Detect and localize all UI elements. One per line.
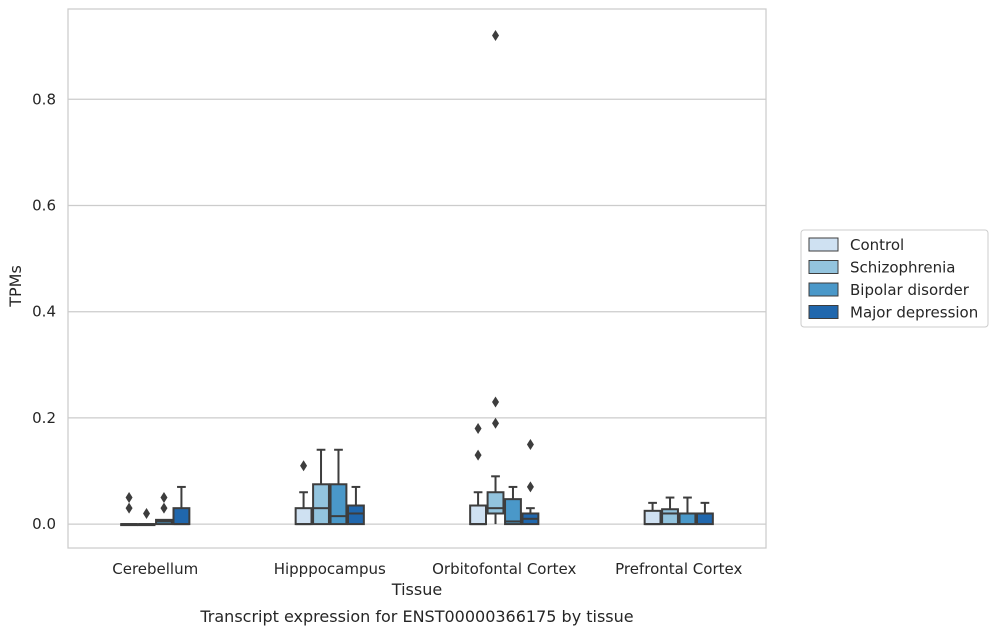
box-major-depression (521, 438, 540, 526)
legend-swatch (808, 305, 839, 319)
legend-entry: Schizophrenia (850, 259, 955, 277)
legend-swatch (808, 260, 839, 274)
x-tick-labels: Cerebellum Hipppocampus Orbitofontal Corte… (112, 560, 742, 578)
x-tick-label: Hipppocampus (274, 560, 386, 578)
outlier-point (300, 460, 308, 472)
y-tick-label: 0.8 (32, 90, 56, 108)
plot-frame (67, 8, 767, 549)
box-major-depression (696, 501, 714, 526)
outlier-point (143, 507, 151, 519)
box-schizophrenia (661, 496, 679, 526)
outlier-point (492, 396, 500, 408)
legend-entry: Major depression (850, 304, 978, 322)
box-major-depression (347, 485, 365, 526)
outlier-point (492, 417, 500, 429)
box-control (469, 423, 487, 526)
box-iqr (347, 504, 365, 526)
box-bipolar-disorder (678, 496, 697, 526)
box-iqr (678, 512, 697, 526)
outlier-point (492, 30, 500, 42)
box-iqr (486, 491, 505, 515)
y-tick-label: 0.0 (32, 515, 56, 533)
box-iqr (329, 483, 348, 526)
chart-caption: Transcript expression for ENST0000036617… (199, 607, 633, 626)
box-iqr (469, 504, 487, 526)
box-iqr (312, 483, 330, 526)
box-schizophrenia (137, 507, 156, 527)
x-axis-label: Tissue (391, 580, 442, 599)
outlier-point (474, 449, 482, 461)
box-iqr (294, 507, 313, 526)
outlier-point (160, 502, 168, 514)
y-tick-label: 0.2 (32, 409, 56, 427)
legend-swatch (808, 237, 839, 252)
y-tick-label: 0.6 (32, 196, 56, 214)
outlier-point (160, 492, 168, 504)
y-tick-label: 0.4 (32, 303, 56, 321)
legend-frame (800, 229, 989, 328)
legend-entry: Control (850, 236, 904, 254)
box-major-depression (172, 485, 191, 526)
box-iqr (661, 508, 679, 526)
x-tick-label: Orbitofontal Cortex (432, 560, 576, 578)
legend-swatch (808, 282, 839, 297)
x-tick-label: Cerebellum (112, 560, 198, 578)
box-iqr (172, 507, 191, 526)
box-control (120, 492, 139, 527)
y-axis-label: TPMs (6, 265, 25, 308)
box-iqr (696, 512, 714, 526)
box-bipolar-disorder (155, 492, 173, 526)
legend-entry: Bipolar disorder (850, 281, 970, 299)
y-gridlines (68, 98, 766, 525)
outlier-point (125, 492, 133, 504)
outlier-point (526, 438, 534, 450)
box-control (294, 460, 313, 526)
box-bipolar-disorder (504, 485, 522, 526)
box-schizophrenia (312, 448, 330, 526)
outlier-point (125, 502, 133, 514)
outlier-point (526, 481, 534, 493)
box-iqr (504, 498, 522, 526)
legend: Control Schizophrenia Bipolar disorder Majo… (800, 229, 989, 328)
box-iqr (643, 509, 662, 526)
box-series (120, 30, 714, 527)
y-tick-labels: 0.0 0.2 0.4 0.6 0.8 (32, 90, 56, 533)
box-control (643, 501, 662, 526)
x-tick-label: Prefrontal Cortex (615, 560, 742, 578)
outlier-point (474, 423, 482, 435)
box-schizophrenia (486, 30, 505, 525)
box-bipolar-disorder (329, 448, 348, 526)
